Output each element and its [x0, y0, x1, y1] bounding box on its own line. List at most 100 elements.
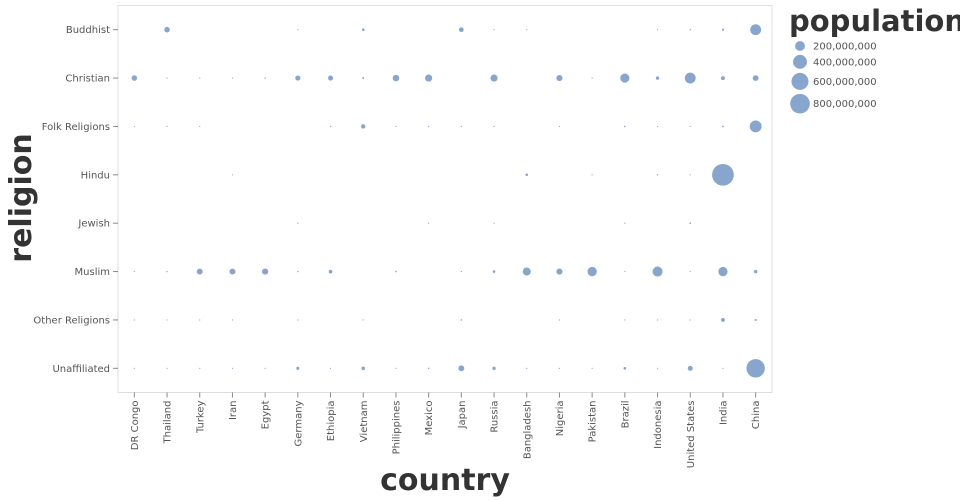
y-tick-label: Folk Religions: [42, 122, 110, 133]
bubble-indonesia-other-religions: [656, 319, 659, 321]
bubble-china-folk-religions: [749, 120, 762, 133]
legend-symbol: [793, 54, 807, 69]
bubble-egypt-unaffiliated: [264, 367, 266, 369]
bubble-iran-muslim: [229, 268, 236, 275]
bubble-dr-congo-muslim: [133, 270, 135, 273]
bubble-thailand-buddhist: [164, 26, 170, 33]
bubble-china-muslim: [753, 269, 758, 274]
bubble-ethiopia-unaffiliated: [329, 367, 332, 369]
x-tick-label: Pakistan: [588, 401, 599, 443]
x-axis-ticks: [133, 392, 757, 398]
bubble-mexico-jewish: [428, 222, 430, 224]
bubble-bangladesh-muslim: [522, 267, 531, 276]
bubble-indonesia-folk-religions: [656, 125, 659, 128]
bubble-dr-congo-unaffiliated: [133, 367, 135, 369]
bubble-germany-muslim: [297, 270, 299, 273]
bubble-brazil-jewish: [624, 222, 626, 224]
bubble-thailand-christian: [166, 77, 168, 79]
bubble-pakistan-muslim: [587, 266, 597, 277]
bubble-brazil-unaffiliated: [623, 366, 627, 370]
bubble-united-states-jewish: [689, 222, 692, 225]
bubble-indonesia-hindu: [656, 174, 659, 176]
bubble-india-christian: [721, 76, 725, 80]
bubble-turkey-other-religions: [199, 319, 201, 321]
bubble-mexico-folk-religions: [428, 125, 430, 128]
bubble-pakistan-hindu: [591, 174, 593, 176]
bubble-russia-muslim: [492, 270, 496, 273]
bubble-indonesia-unaffiliated: [656, 367, 659, 369]
bubble-philippines-christian: [392, 74, 400, 82]
bubble-egypt-christian: [264, 77, 266, 79]
bubble-china-other-religions: [754, 318, 757, 321]
x-tick-label: Germany: [293, 400, 304, 446]
y-tick-label: Unaffiliated: [52, 364, 110, 375]
bubble-bangladesh-buddhist: [526, 29, 528, 31]
bubble-russia-unaffiliated: [492, 366, 496, 370]
bubble-iran-hindu: [231, 174, 234, 176]
legend-label: 400,000,000: [813, 57, 877, 68]
x-tick-label: Vietnam: [359, 401, 370, 443]
bubble-bangladesh-hindu: [525, 173, 529, 177]
bubble-russia-buddhist: [493, 29, 495, 31]
bubble-germany-unaffiliated: [296, 366, 300, 370]
y-tick-label: Other Religions: [33, 315, 110, 326]
bubble-philippines-muslim: [395, 270, 397, 273]
x-tick-label: Nigeria: [555, 401, 566, 437]
x-tick-label: Philippines: [391, 401, 402, 455]
bubble-thailand-muslim: [166, 270, 168, 273]
x-tick-label: Thailand: [163, 401, 174, 445]
bubble-united-states-folk-religions: [689, 125, 691, 128]
bubble-india-folk-religions: [722, 125, 724, 128]
bubble-nigeria-folk-religions: [558, 125, 561, 128]
bubble-germany-christian: [295, 75, 301, 81]
bubble-turkey-christian: [199, 77, 201, 79]
bubble-germany-other-religions: [297, 319, 299, 321]
bubble-japan-folk-religions: [460, 125, 462, 128]
x-tick-label: DR Congo: [130, 401, 141, 451]
bubble-indonesia-muslim: [652, 266, 663, 277]
bubble-nigeria-unaffiliated: [558, 367, 561, 369]
bubble-turkey-unaffiliated: [199, 367, 201, 369]
legend-label: 800,000,000: [813, 99, 877, 110]
x-axis-tick-labels: DR Congo Thailand Turkey Iran Egypt Germany Et…: [130, 400, 762, 468]
x-tick-label: Brazil: [620, 401, 631, 429]
bubble-ethiopia-muslim: [328, 269, 333, 274]
bubble-bangladesh-unaffiliated: [526, 367, 528, 369]
x-tick-label: Indonesia: [653, 401, 664, 449]
legend-label: 200,000,000: [813, 42, 877, 53]
bubble-japan-buddhist: [459, 27, 464, 33]
bubble-india-other-religions: [721, 318, 725, 322]
bubble-japan-unaffiliated: [458, 365, 465, 372]
bubble-russia-folk-religions: [493, 125, 495, 128]
x-tick-label: United States: [686, 401, 697, 469]
bubble-china-unaffiliated: [746, 359, 765, 378]
x-tick-label: Russia: [490, 401, 501, 433]
bubble-nigeria-muslim: [556, 268, 563, 275]
bubble-indonesia-christian: [655, 76, 660, 80]
x-axis-title: country: [380, 463, 510, 498]
bubble-philippines-unaffiliated: [395, 367, 397, 369]
plot-frame: [117, 5, 773, 393]
bubble-united-states-christian: [684, 72, 696, 84]
bubble-nigeria-christian: [556, 74, 563, 82]
bubble-china-buddhist: [750, 24, 762, 36]
bubble-philippines-folk-religions: [395, 125, 397, 128]
bubble-india-buddhist: [721, 28, 725, 31]
y-tick-label: Hindu: [81, 170, 110, 181]
bubble-china-christian: [752, 75, 759, 81]
y-axis-ticks: [113, 29, 118, 369]
y-tick-label: Jewish: [77, 219, 110, 230]
legend-symbol: [790, 93, 810, 114]
bubble-india-unaffiliated: [722, 367, 724, 369]
bubble-thailand-folk-religions: [166, 125, 168, 128]
bubble-ethiopia-christian: [328, 75, 334, 81]
y-tick-label: Buddhist: [66, 25, 110, 36]
x-tick-label: Japan: [457, 401, 468, 430]
bubble-vietnam-unaffiliated: [361, 366, 366, 371]
bubble-vietnam-christian: [362, 77, 365, 79]
bubble-vietnam-folk-religions: [361, 124, 366, 129]
bubble-iran-other-religions: [231, 319, 234, 321]
bubble-mexico-unaffiliated: [427, 367, 430, 370]
legend: 200,000,000 400,000,000 600,000,000 800,000…: [790, 41, 877, 114]
